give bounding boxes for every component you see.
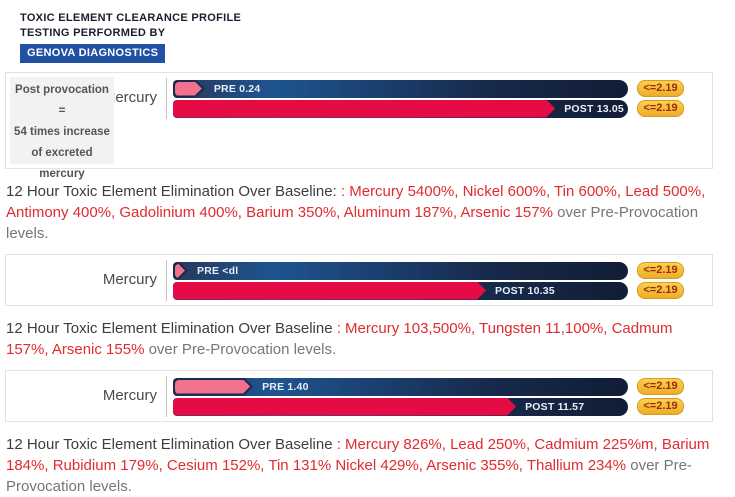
annotation-line: = — [58, 105, 66, 117]
element-label: Mercury — [102, 271, 157, 288]
summary-heading: 12 Hour Toxic Element Elimination Over B… — [6, 436, 337, 453]
elimination-summary-1: 12 Hour Toxic Element Elimination Over B… — [6, 181, 713, 244]
post-bar-track: POST 13.05 — [173, 99, 628, 118]
bar-area: Mercury PRE 0.24 <=2.19 POST 13.05 <=2.1… — [6, 73, 712, 119]
post-bar-row: POST 13.05 <=2.19 — [173, 99, 684, 118]
post-bar-label: POST 13.05 — [564, 102, 624, 115]
pre-bar-row: PRE <dl <=2.19 — [173, 261, 684, 280]
pre-bar-fill-inner — [175, 264, 185, 278]
pre-bar-track: PRE 0.24 — [173, 79, 628, 98]
annotation-line: 54 times increase — [14, 126, 110, 138]
summary-values: : Mercury 5400%, Nickel 600%, Tin 600%, … — [6, 183, 706, 221]
summary-tail: over Pre-Provocation levels. — [6, 204, 699, 242]
element-label: Mercury — [102, 89, 157, 106]
elimination-summary-2: 12 Hour Toxic Element Elimination Over B… — [6, 318, 713, 360]
annotation-line: of excreted — [31, 147, 93, 159]
report-title-line1: TOXIC ELEMENT CLEARANCE PROFILE — [20, 12, 242, 24]
pre-bar-fill — [173, 262, 188, 280]
reference-range-badge: <=2.19 — [637, 378, 684, 395]
post-bar-track: POST 10.35 — [173, 281, 628, 300]
annotation-box: Post provocation = 54 times increase of … — [10, 77, 114, 180]
post-bar-row: POST 11.57 <=2.19 — [173, 397, 684, 416]
pre-bar-fill-inner — [175, 380, 250, 394]
reference-range-badge: <=2.19 — [637, 100, 684, 117]
reference-range-badge: <=2.19 — [637, 398, 684, 415]
reference-range-badge: <=2.19 — [637, 80, 684, 97]
mercury-chart-3: Mercury PRE 1.40 <=2.19 POST 11.57 <=2.1… — [5, 370, 713, 422]
post-bar-row: POST 10.35 <=2.19 — [173, 281, 684, 300]
annotation-line: mercury — [39, 168, 85, 180]
reference-range-badge: <=2.19 — [637, 282, 684, 299]
mercury-chart-2: Mercury PRE <dl <=2.19 POST 10.35 <=2.19 — [5, 254, 713, 306]
post-bar-label: POST 11.57 — [525, 400, 585, 413]
pre-bar-label: PRE 1.40 — [262, 380, 309, 393]
report-header: TOXIC ELEMENT CLEARANCE PROFILE TESTING … — [0, 0, 735, 63]
summary-values: : Mercury 826%, Lead 250%, Cadmium 225%m… — [6, 436, 710, 474]
post-bar-fill — [173, 398, 516, 416]
summary-tail: over Pre-Provocation levels. — [144, 341, 337, 358]
summary-heading: 12 Hour Toxic Element Elimination Over B… — [6, 320, 337, 337]
annotation-line: Post provocation — [15, 84, 109, 96]
post-bar-fill — [173, 282, 486, 300]
post-bar-label: POST 10.35 — [495, 284, 555, 297]
summary-heading: 12 Hour Toxic Element Elimination Over B… — [6, 183, 341, 200]
element-label: Mercury — [102, 387, 157, 404]
pre-bar-fill — [173, 378, 253, 396]
pre-bar-fill-inner — [175, 82, 202, 96]
pre-bar-label: PRE <dl — [197, 264, 239, 277]
pre-bar-track: PRE <dl — [173, 261, 628, 280]
pre-bar-label: PRE 0.24 — [213, 82, 261, 95]
pre-bar-row: PRE 0.24 <=2.19 — [173, 79, 684, 98]
post-bar-track: POST 11.57 — [173, 397, 628, 416]
elimination-summary-3: 12 Hour Toxic Element Elimination Over B… — [6, 434, 713, 497]
bars-group: PRE 0.24 <=2.19 POST 13.05 <=2.19 — [166, 78, 684, 119]
post-bar-fill — [173, 100, 555, 118]
bar-area: Mercury PRE <dl <=2.19 POST 10.35 <=2.19 — [6, 255, 712, 301]
summary-values: : Mercury 103,500%, Tungsten 11,100%, Ca… — [6, 320, 673, 358]
report-title-line2: TESTING PERFORMED BY — [20, 27, 166, 39]
bar-area: Mercury PRE 1.40 <=2.19 POST 11.57 <=2.1… — [6, 371, 712, 417]
mercury-chart-1: Post provocation = 54 times increase of … — [5, 72, 713, 180]
pre-bar-track: PRE 1.40 — [173, 377, 628, 396]
bars-group: PRE 1.40 <=2.19 POST 11.57 <=2.19 — [166, 376, 684, 417]
genova-diagnostics-badge: GENOVA DIAGNOSTICS — [20, 44, 166, 63]
bars-group: PRE <dl <=2.19 POST 10.35 <=2.19 — [166, 260, 684, 301]
reference-range-badge: <=2.19 — [637, 262, 684, 279]
pre-bar-fill — [173, 80, 205, 98]
pre-bar-row: PRE 1.40 <=2.19 — [173, 377, 684, 396]
